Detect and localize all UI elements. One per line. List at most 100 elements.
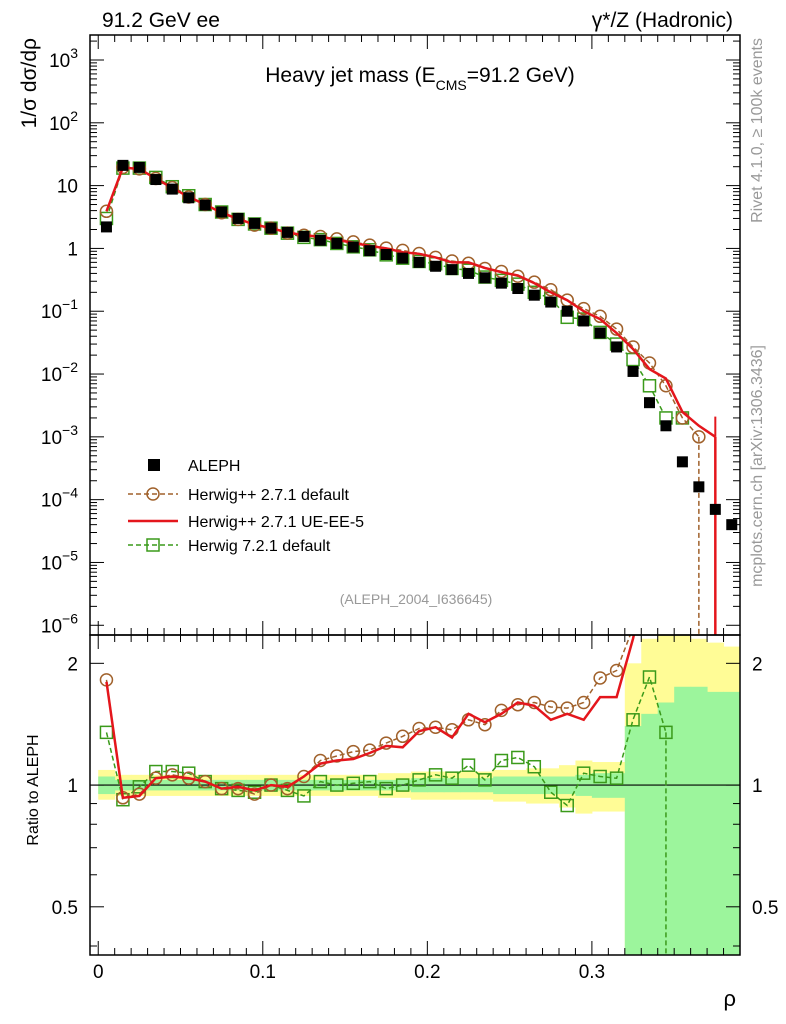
herwigpp-default-line xyxy=(105,166,700,438)
ratio-herwigpp-ueee5-line xyxy=(105,635,636,800)
y-axis-label: 1/σ dσ/dρ xyxy=(18,38,41,128)
y-tick-label-base: 10 xyxy=(57,177,78,198)
aleph-point xyxy=(265,222,277,234)
x-tick-label: 0.2 xyxy=(414,962,440,983)
x-axis-label: ρ xyxy=(723,986,736,1011)
ratio-herwigpp-default-point xyxy=(132,787,147,801)
herwigpp-default-point xyxy=(527,275,542,289)
ratio-herwigpp-default-point xyxy=(627,622,639,634)
ratio-herwigpp-default-point xyxy=(346,744,361,759)
ratio-herwig7-point xyxy=(313,774,328,789)
ratio-herwig7-point xyxy=(99,725,114,740)
ratio-herwigpp-default-point xyxy=(478,717,492,732)
y-tick-label: 10 xyxy=(57,177,78,198)
ratio-herwigpp-default-point xyxy=(544,700,558,714)
legend: ALEPH Herwig++ 2.7.1 default Herwig++ 2.… xyxy=(128,458,364,555)
y-tick-label: 102 xyxy=(49,108,78,135)
ratio-herwigpp-default-point xyxy=(395,729,410,744)
aleph-point xyxy=(150,174,162,186)
y-tick-label-exponent: 2 xyxy=(70,108,78,124)
header-left: 91.2 GeV ee xyxy=(102,9,220,32)
ratio-plot-frame xyxy=(89,634,741,956)
ratio-herwig7-point xyxy=(412,773,426,787)
aleph-point xyxy=(117,159,129,171)
ratio-herwig7-point xyxy=(428,768,443,782)
rivet-label: Rivet 4.1.0, ≥ 100k events xyxy=(749,38,766,223)
legend-aleph-label: ALEPH xyxy=(188,458,240,475)
y-tick-label-exponent: −1 xyxy=(62,296,78,312)
y-tick-label-base: 10 xyxy=(49,51,70,72)
ratio-herwig7-point xyxy=(544,785,558,799)
herwigpp-default-point xyxy=(264,221,278,235)
band-inner xyxy=(674,686,692,955)
aleph-point xyxy=(183,192,195,204)
herwigpp-default-point xyxy=(511,269,525,284)
y-tick-label: 1 xyxy=(67,239,78,260)
ratio-y-tick-label-right: 2 xyxy=(752,654,763,675)
aleph-point xyxy=(281,226,293,238)
aleph-point xyxy=(446,264,458,276)
band-inner xyxy=(641,713,659,955)
y-tick-label-base: 10 xyxy=(41,553,62,574)
ratio-herwig7-point xyxy=(659,725,673,740)
y-tick-label: 10−1 xyxy=(41,296,78,323)
aleph-point xyxy=(561,305,573,317)
ratio-herwig7-point xyxy=(362,774,377,789)
herwigpp-ueee5-line xyxy=(105,166,716,438)
ratio-herwig7-point xyxy=(132,780,147,794)
ratio-y-tick-label-right: 1 xyxy=(752,776,763,797)
ratio-herwig7-point xyxy=(642,670,657,684)
ratio-herwigpp-default-point xyxy=(330,749,344,763)
ratio-herwigpp-default-point xyxy=(297,769,311,784)
aleph-point xyxy=(216,206,228,218)
x-tick-label: 0 xyxy=(93,962,104,983)
ratio-herwig7-point xyxy=(576,766,591,780)
ratio-herwig7-line xyxy=(105,674,667,807)
herwigpp-default-point xyxy=(692,430,706,444)
aleph-point xyxy=(430,260,442,272)
y-tick-label-base: 10 xyxy=(41,428,62,449)
herwigpp-default-point xyxy=(99,204,114,219)
ratio-y-tick-label: 2 xyxy=(67,654,78,675)
ratio-herwig7-point xyxy=(478,773,492,787)
ratio-herwigpp-default-point xyxy=(660,523,672,535)
ratio-y-tick-label: 1 xyxy=(67,776,78,797)
title-sub: CMS xyxy=(436,77,467,93)
y-tick-label-base: 10 xyxy=(41,302,62,323)
y-tick-label-base: 1 xyxy=(67,239,78,260)
legend-herwig7-marker xyxy=(146,538,160,552)
ratio-herwig7-point xyxy=(297,789,311,803)
band-inner xyxy=(723,691,740,955)
band-inner xyxy=(690,686,708,955)
ratio-y-axis-label: Ratio to ALEPH xyxy=(25,734,42,845)
ratio-herwig7-point xyxy=(560,798,574,813)
mcplots-label: mcplots.cern.ch [arXiv:1306.3436] xyxy=(749,345,766,587)
header-right: γ*/Z (Hadronic) xyxy=(592,9,733,32)
aleph-point xyxy=(331,237,343,249)
aleph-point xyxy=(676,456,688,468)
y-tick-label-exponent: −4 xyxy=(62,485,78,501)
aleph-point xyxy=(380,249,392,261)
aleph-point xyxy=(199,199,211,211)
aleph-point xyxy=(364,245,376,257)
ratio-herwig7-point xyxy=(511,750,525,765)
ratio-herwig7-point xyxy=(461,758,476,772)
analysis-id: (ALEPH_2004_I636645) xyxy=(340,591,493,607)
ratio-herwig7-point xyxy=(626,713,640,727)
ratio-herwig7-point xyxy=(379,781,393,796)
aleph-point xyxy=(100,221,112,233)
aleph-point xyxy=(709,503,721,515)
aleph-point xyxy=(627,365,639,377)
y-tick-label-base: 10 xyxy=(41,616,62,637)
legend-aleph-marker xyxy=(148,459,160,471)
ratio-herwigpp-default-point xyxy=(428,720,443,734)
herwig7-line xyxy=(105,167,683,419)
ratio-herwigpp-default-point xyxy=(576,695,591,710)
aleph-point xyxy=(298,230,310,242)
ratio-herwigpp-default-point xyxy=(280,781,295,796)
aleph-point xyxy=(232,212,244,224)
y-tick-label: 10−5 xyxy=(41,547,78,574)
herwigpp-default-point xyxy=(626,340,640,354)
y-tick-label-base: 10 xyxy=(41,491,62,512)
